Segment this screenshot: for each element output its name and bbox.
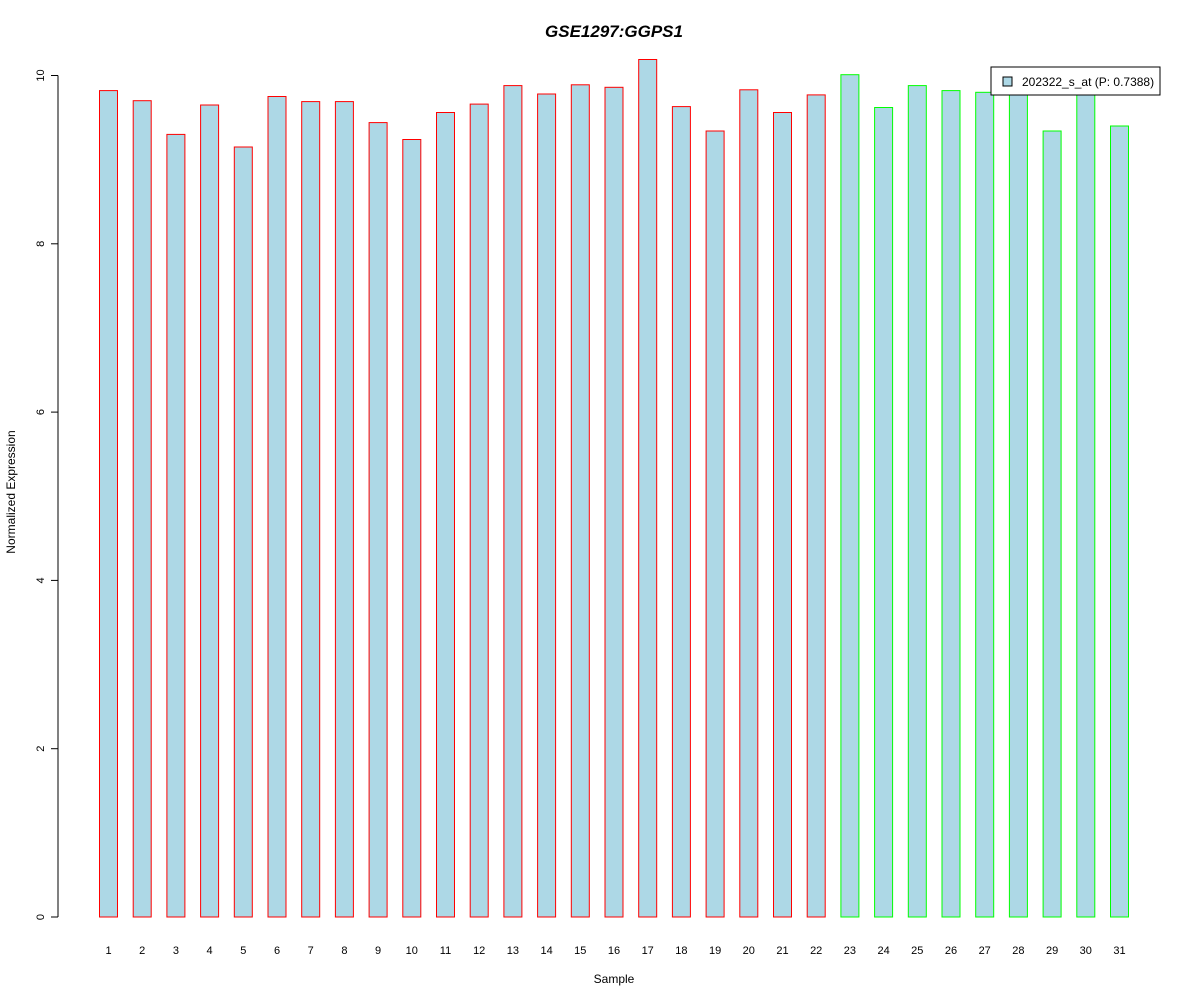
bar-sample-29 xyxy=(1042,130,1062,918)
bar-sample-4 xyxy=(200,104,220,918)
x-tick-label: 25 xyxy=(911,945,923,957)
x-tick-label: 27 xyxy=(979,945,991,957)
bar-sample-12 xyxy=(469,103,489,918)
y-tick-label: 4 xyxy=(35,577,47,583)
legend-swatch xyxy=(1002,76,1013,87)
bar-sample-16 xyxy=(604,86,624,918)
y-tick-label: 2 xyxy=(35,746,47,752)
x-tick-label: 28 xyxy=(1012,945,1024,957)
x-tick-label: 17 xyxy=(642,945,654,957)
x-tick-label: 21 xyxy=(776,945,788,957)
bar-sample-17 xyxy=(638,59,658,918)
bar-sample-22 xyxy=(806,94,826,918)
x-tick-label: 6 xyxy=(274,945,280,957)
x-tick-label: 13 xyxy=(507,945,519,957)
bar-sample-13 xyxy=(503,85,523,918)
x-tick-label: 8 xyxy=(341,945,347,957)
bar-sample-8 xyxy=(334,101,354,918)
x-tick-label: 19 xyxy=(709,945,721,957)
bar-sample-18 xyxy=(671,106,691,918)
legend-entry: 202322_s_at (P: 0.7388) xyxy=(1022,75,1154,89)
x-tick-label: 11 xyxy=(440,945,451,957)
x-tick-label: 20 xyxy=(743,945,755,957)
bar-sample-24 xyxy=(874,107,894,918)
x-tick-label: 3 xyxy=(173,945,179,957)
x-tick-label: 18 xyxy=(675,945,687,957)
x-tick-label: 14 xyxy=(540,945,552,957)
bar-sample-14 xyxy=(537,93,557,918)
x-tick-label: 9 xyxy=(375,945,381,957)
bar-sample-9 xyxy=(368,122,388,918)
x-tick-label: 1 xyxy=(105,945,111,957)
bar-sample-30 xyxy=(1076,93,1096,918)
bar-sample-31 xyxy=(1110,125,1129,918)
legend: 202322_s_at (P: 0.7388) xyxy=(990,66,1161,96)
x-tick-label: 5 xyxy=(240,945,246,957)
bar-sample-20 xyxy=(739,89,759,918)
y-tick-label: 10 xyxy=(35,69,47,81)
x-axis-label: Sample xyxy=(594,972,635,986)
bar-sample-7 xyxy=(301,101,321,918)
x-tick-label: 12 xyxy=(473,945,485,957)
x-tick-label: 16 xyxy=(608,945,620,957)
bar-sample-23 xyxy=(840,74,860,918)
x-tick-label: 23 xyxy=(844,945,856,957)
bar-sample-5 xyxy=(233,146,253,918)
bar-sample-10 xyxy=(402,139,422,918)
x-tick-label: 4 xyxy=(207,945,213,957)
x-axis-tick-labels: 1 2 3 4 5 6 7 8 9 10 11 12 13 14 15 16 17 18 19 20 21 22 23 24 2… xyxy=(105,945,1125,957)
y-tick-label: 6 xyxy=(35,409,47,415)
x-tick-label: 7 xyxy=(308,945,314,957)
x-tick-label: 26 xyxy=(945,945,957,957)
bar-sample-25 xyxy=(907,85,927,918)
bar-sample-19 xyxy=(705,130,725,918)
legend-box xyxy=(990,66,1161,96)
x-tick-label: 30 xyxy=(1080,945,1092,957)
bar-sample-26 xyxy=(941,90,961,918)
bar-sample-2 xyxy=(132,100,152,918)
bar-sample-3 xyxy=(166,133,186,918)
x-tick-label: 2 xyxy=(139,945,145,957)
bar-sample-21 xyxy=(773,112,792,918)
y-tick-label: 8 xyxy=(35,241,47,247)
y-axis-label: Normalized Expression xyxy=(4,430,18,553)
y-axis: 0 2 4 6 8 10 xyxy=(35,69,59,920)
bar-sample-11 xyxy=(436,112,455,918)
bar-sample-6 xyxy=(267,96,287,918)
y-tick-label: 0 xyxy=(35,914,47,920)
x-tick-label: 31 xyxy=(1113,945,1125,957)
x-tick-label: 10 xyxy=(406,945,418,957)
bar-sample-28 xyxy=(1008,93,1028,918)
bar-sample-27 xyxy=(975,91,995,918)
bar-sample-1 xyxy=(99,90,118,918)
x-tick-label: 24 xyxy=(877,945,889,957)
x-tick-label: 22 xyxy=(810,945,822,957)
bars xyxy=(99,59,1129,918)
x-tick-label: 15 xyxy=(574,945,586,957)
bar-sample-15 xyxy=(570,84,590,918)
x-tick-label: 29 xyxy=(1046,945,1058,957)
chart-title: GSE1297:GGPS1 xyxy=(545,22,683,41)
